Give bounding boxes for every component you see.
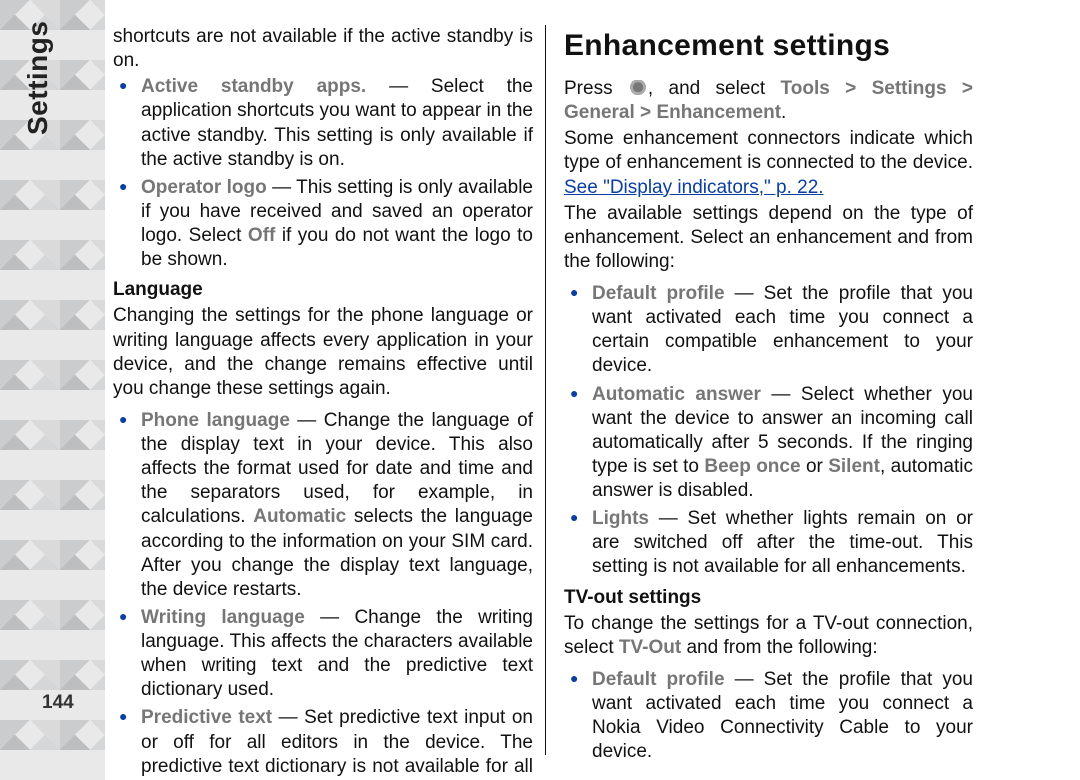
path-sep: >	[640, 102, 651, 123]
list-item: Writing language — Change the writing la…	[141, 606, 533, 703]
language-subhead: Language	[113, 278, 533, 302]
page-number: 144	[42, 692, 74, 714]
bullet-term: Operator logo	[141, 177, 267, 198]
content-columns: shortcuts are not available if the activ…	[105, 25, 1065, 755]
tvout-term: TV-Out	[619, 637, 681, 658]
path-sep: >	[962, 78, 973, 99]
inline-term: Beep once	[704, 456, 800, 477]
bullet-term: Default profile	[592, 669, 725, 690]
side-tab-label: Settings	[22, 21, 54, 135]
list-item: Automatic answer — Select whether you wa…	[592, 383, 973, 504]
list-item: Lights — Set whether lights remain on or…	[592, 507, 973, 579]
some-text: Some enhancement connectors indicate whi…	[564, 128, 973, 173]
language-bullets: Phone language — Change the language of …	[113, 409, 533, 780]
enhancement-bullets: Default profile — Set the profile that y…	[564, 282, 973, 580]
list-item: Default profile — Set the profile that y…	[592, 282, 973, 379]
path-enhancement: Enhancement	[656, 102, 781, 123]
path-general: General	[564, 102, 635, 123]
list-item: Predictive text — Set predictive text in…	[141, 706, 533, 780]
tvout-tail: and from the following:	[681, 637, 877, 658]
left-column: shortcuts are not available if the activ…	[105, 25, 545, 755]
inline-term: Automatic	[253, 506, 346, 527]
some-paragraph: Some enhancement connectors indicate whi…	[564, 127, 973, 199]
bullet-term: Phone language	[141, 410, 290, 431]
standby-bullets: Active standby apps. — Select the applic…	[113, 75, 533, 272]
tvout-bullets: Default profile — Set the profile that y…	[564, 668, 973, 765]
path-tools: Tools	[781, 78, 830, 99]
list-item: Phone language — Change the language of …	[141, 409, 533, 602]
press-line: Press , and select Tools > Settings > Ge…	[564, 77, 973, 125]
list-item: Operator logo — This setting is only ava…	[141, 176, 533, 273]
press-mid: , and select	[648, 78, 781, 99]
right-column: Enhancement settings Press , and select …	[545, 25, 985, 755]
available-settings-paragraph: The available settings depend on the typ…	[564, 202, 973, 274]
bullet-text: — Set whether lights remain on or are sw…	[592, 508, 973, 577]
path-sep: >	[845, 78, 856, 99]
tvout-subhead: TV-out settings	[564, 586, 973, 610]
tvout-paragraph: To change the settings for a TV-out conn…	[564, 612, 973, 660]
menu-key-icon	[630, 80, 646, 96]
intro-continuation: shortcuts are not available if the activ…	[113, 25, 533, 73]
section-title: Enhancement settings	[564, 27, 973, 65]
bullet-term: Default profile	[592, 283, 725, 304]
press-pre: Press	[564, 78, 628, 99]
bullet-term: Automatic answer	[592, 384, 761, 405]
list-item: Default profile — Set the profile that y…	[592, 668, 973, 765]
bullet-mid: or	[801, 456, 829, 477]
bullet-term: Lights	[592, 508, 649, 529]
display-indicators-link[interactable]: See "Display indicators," p. 22.	[564, 177, 824, 198]
bullet-term: Writing language	[141, 607, 305, 628]
inline-term: Off	[248, 225, 275, 246]
list-item: Active standby apps. — Select the applic…	[141, 75, 533, 172]
path-settings: Settings	[872, 78, 947, 99]
bullet-term: Predictive text	[141, 707, 272, 728]
bullet-term: Active standby apps.	[141, 76, 366, 97]
manual-page: Settings 144 shortcuts are not available…	[0, 0, 1080, 780]
inline-term: Silent	[828, 456, 880, 477]
language-paragraph: Changing the settings for the phone lang…	[113, 304, 533, 401]
